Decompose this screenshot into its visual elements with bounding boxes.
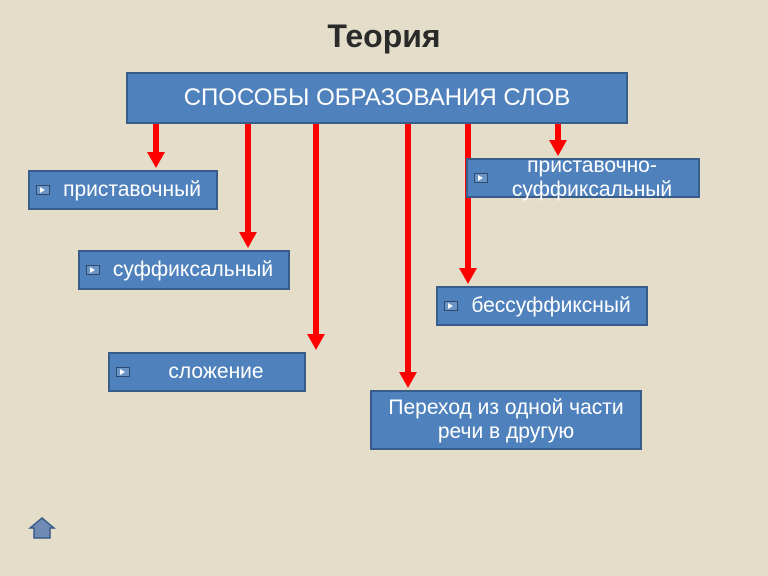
slide-stage: Теория СПОСОБЫ ОБРАЗОВАНИЯ СЛОВ приставо… bbox=[0, 0, 768, 576]
arrow-head-icon bbox=[239, 232, 257, 248]
child-box-label: приставочный bbox=[63, 178, 201, 202]
arrow-head-icon bbox=[307, 334, 325, 350]
root-box-label: СПОСОБЫ ОБРАЗОВАНИЯ СЛОВ bbox=[184, 84, 571, 112]
arrow-line bbox=[245, 124, 251, 232]
child-box-pristavochnyy: приставочный bbox=[28, 170, 218, 210]
child-box-label: сложение bbox=[168, 360, 263, 384]
root-box: СПОСОБЫ ОБРАЗОВАНИЯ СЛОВ bbox=[126, 72, 628, 124]
play-bullet-icon bbox=[36, 185, 50, 195]
arrow-line bbox=[153, 124, 159, 152]
child-box-pristav-suffiks: приставочно-суффиксальный bbox=[466, 158, 700, 198]
child-box-label: Переход из одной части речи в другую bbox=[378, 396, 634, 444]
child-box-suffiksalnyy: суффиксальный bbox=[78, 250, 290, 290]
child-box-label: бессуффиксный bbox=[471, 294, 630, 318]
arrow-head-icon bbox=[147, 152, 165, 168]
play-bullet-icon bbox=[116, 367, 130, 377]
child-box-bessuffiksnyy: бессуффиксный bbox=[436, 286, 648, 326]
child-box-label: суффиксальный bbox=[113, 258, 273, 282]
arrow-head-icon bbox=[459, 268, 477, 284]
slide-title: Теория bbox=[0, 18, 768, 55]
child-box-label: приставочно-суффиксальный bbox=[492, 154, 692, 202]
home-icon[interactable] bbox=[28, 516, 56, 540]
arrow-line bbox=[313, 124, 319, 334]
arrow-line bbox=[555, 124, 561, 140]
play-bullet-icon bbox=[86, 265, 100, 275]
arrow-line bbox=[405, 124, 411, 372]
child-box-perehod: Переход из одной части речи в другую bbox=[370, 390, 642, 450]
play-bullet-icon bbox=[444, 301, 458, 311]
play-bullet-icon bbox=[474, 173, 488, 183]
arrow-head-icon bbox=[399, 372, 417, 388]
child-box-slozhenie: сложение bbox=[108, 352, 306, 392]
